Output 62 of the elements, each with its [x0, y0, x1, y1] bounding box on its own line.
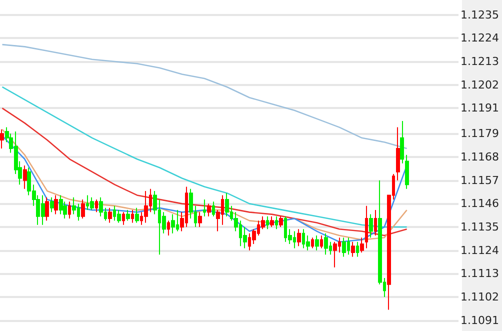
- candlestick: [270, 216, 274, 228]
- candlestick: [351, 241, 355, 258]
- candlestick: [90, 196, 94, 211]
- candlestick: [279, 216, 283, 228]
- candlestick: [59, 194, 63, 215]
- candlestick: [342, 237, 346, 258]
- candlestick: [203, 198, 206, 217]
- y-tick-label: 1.1213: [460, 55, 500, 68]
- candlestick: [356, 241, 359, 258]
- y-tick-label: 1.1157: [460, 174, 500, 187]
- y-tick-label: 1.1179: [460, 127, 500, 140]
- y-tick-label: 1.1124: [460, 244, 500, 257]
- candlestick: [117, 210, 121, 224]
- candlestick: [266, 216, 269, 230]
- candlestick: [0, 128, 4, 150]
- candlestick: [23, 165, 27, 190]
- y-tick-label: 1.1091: [460, 314, 500, 327]
- candlestick: [297, 228, 301, 247]
- candlestick: [225, 192, 229, 217]
- candlestick: [122, 212, 125, 226]
- candlestick: [167, 220, 170, 236]
- y-tick-label: 1.1235: [460, 8, 500, 22]
- candlestick: [131, 210, 134, 224]
- candlestick: [400, 120, 404, 164]
- candlestick: [81, 198, 85, 220]
- y-tick-label: 1.1224: [460, 32, 500, 45]
- candlestick: [95, 198, 98, 213]
- y-tick-label: 1.1102: [460, 290, 500, 304]
- candlestick: [99, 196, 103, 217]
- candlestick: [396, 126, 400, 181]
- candlestick: [365, 205, 368, 249]
- candlestick: [50, 196, 54, 213]
- line-series: [2, 86, 408, 228]
- y-tick-label: 1.1202: [460, 78, 500, 92]
- candlestick: [68, 201, 71, 220]
- candlestick: [207, 203, 211, 217]
- y-tick-label: 1.1113: [460, 267, 500, 280]
- y-tick-label: 1.1168: [460, 150, 500, 164]
- candlestick: [275, 216, 278, 230]
- candlestick: [315, 235, 319, 251]
- candlestick: [212, 201, 215, 217]
- candlestick: [320, 235, 323, 249]
- candlestick: [369, 214, 373, 238]
- candlestick: [324, 232, 328, 256]
- y-tick-label: 1.1135: [460, 220, 500, 234]
- candlestick: [45, 196, 49, 222]
- candlestick: [135, 207, 139, 224]
- line-series: [2, 108, 408, 236]
- y-tick-label: 1.1146: [460, 197, 500, 210]
- candlestick: [54, 194, 58, 215]
- line-series: [2, 44, 408, 150]
- candlestick: [126, 210, 130, 222]
- candlestick: [171, 214, 175, 234]
- candlestick: [333, 241, 337, 268]
- candlestick: [360, 237, 364, 253]
- candlestick: [311, 237, 314, 249]
- y-tick-label: 1.1191: [460, 102, 500, 115]
- candlestick: [108, 207, 112, 224]
- candlestick: [144, 190, 148, 224]
- candlestick: [374, 210, 377, 236]
- candlestick: [405, 154, 409, 190]
- candlestick: [198, 212, 202, 228]
